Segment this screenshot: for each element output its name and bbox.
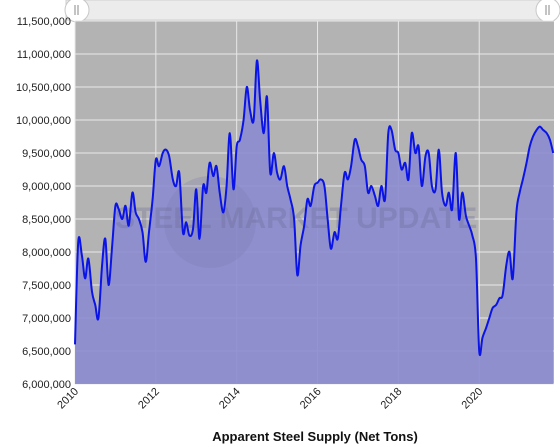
y-axis-ticks: 6,000,000 6,500,000 7,000,000 7,500,000 8,00… [16, 16, 71, 391]
y-tick-label: 7,000,000 [22, 313, 71, 325]
data-area [75, 60, 554, 385]
y-tick-label: 6,500,000 [22, 346, 71, 358]
y-tick-label: 8,000,000 [22, 247, 71, 259]
range-scrollbar[interactable] [64, 0, 560, 23]
x-tick-label: 2020 [460, 386, 486, 412]
x-axis-ticks: 2010 2012 2014 2016 2018 2020 [55, 386, 485, 412]
x-tick-label: 2018 [379, 386, 405, 412]
series-line [74, 59, 555, 357]
watermark: STEEL MARKET UPDATE [115, 176, 477, 268]
y-tick-label: 10,500,000 [16, 82, 71, 94]
y-tick-label: 7,500,000 [22, 280, 71, 292]
x-tick-label: 2016 [298, 386, 324, 412]
y-tick-label: 8,500,000 [22, 214, 71, 226]
y-tick-label: 10,000,000 [16, 115, 71, 127]
y-tick-label: 6,000,000 [22, 379, 71, 391]
x-tick-label: 2012 [136, 386, 162, 412]
y-tick-label: 9,500,000 [22, 148, 71, 160]
x-axis-title: Apparent Steel Supply (Net Tons) [212, 429, 418, 444]
scrollbar-track[interactable] [65, 0, 555, 21]
y-tick-label: 11,500,000 [17, 16, 71, 28]
y-tick-label: 9,000,000 [22, 181, 71, 193]
watermark-text: STEEL MARKET UPDATE [115, 202, 477, 235]
y-tick-label: 11,000,000 [17, 49, 71, 61]
x-tick-label: 2014 [217, 386, 243, 412]
scrollbar-right-handle[interactable] [535, 0, 560, 23]
